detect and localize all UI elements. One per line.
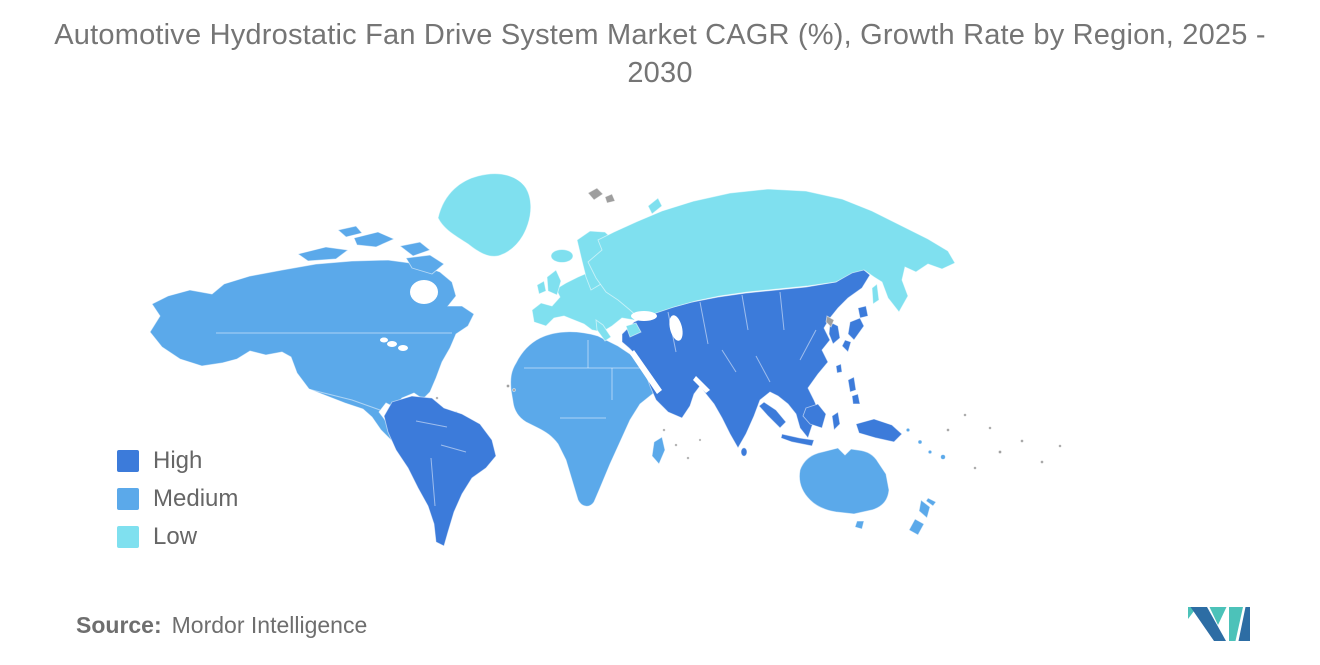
legend-label-high: High: [153, 447, 203, 474]
legend-swatch-medium: [117, 488, 139, 510]
region-tasmania: [854, 520, 865, 530]
chart-title: Automotive Hydrostatic Fan Drive System …: [0, 16, 1320, 92]
mordor-intelligence-logo: [1188, 607, 1250, 641]
region-svalbard: [587, 187, 604, 201]
legend-item-low: Low: [117, 523, 238, 550]
region-sumatra: [758, 401, 787, 429]
region-japan: [857, 305, 869, 319]
logo-blue-right-stroke: [1238, 607, 1250, 641]
region-south-korea: [828, 321, 841, 345]
region-philippines: [847, 376, 857, 393]
region-new-zealand-north: [918, 499, 931, 519]
region-iceland: [550, 249, 574, 263]
map-regions-no-data: [435, 187, 1062, 470]
region-australia: [799, 447, 890, 515]
persian-gulf: [693, 376, 710, 393]
chart-title-line1: Automotive Hydrostatic Fan Drive System …: [54, 19, 1266, 51]
region-greenland: [437, 173, 532, 257]
legend-label-medium: Medium: [153, 485, 239, 512]
logo-teal-middle-triangle: [1209, 607, 1227, 625]
region-ireland: [536, 280, 547, 295]
region-borneo: [802, 403, 827, 429]
region-russia: [587, 188, 956, 320]
region-south-america: [383, 395, 497, 547]
region-uk: [546, 269, 562, 296]
legend-swatch-high: [117, 450, 139, 472]
map-water-overlays: [380, 280, 710, 394]
region-greece: [625, 322, 642, 338]
region-sulawesi: [831, 411, 841, 431]
source-label: Source:: [76, 612, 162, 638]
legend-item-high: High: [117, 447, 238, 474]
legend-swatch-low: [117, 526, 139, 548]
logo-teal-right: [1229, 607, 1243, 641]
legend: High Medium Low: [117, 447, 239, 564]
chart-title-line2: 2030: [627, 57, 693, 89]
legend-label-low: Low: [153, 523, 198, 550]
region-new-zealand-south: [908, 518, 925, 536]
logo-blue-left-stroke: [1190, 607, 1226, 641]
map-regions-high: [383, 267, 903, 547]
region-new-caledonia: [925, 497, 937, 507]
great-lakes: [387, 341, 397, 347]
black-sea: [631, 311, 657, 321]
source-line: Source: Mordor Intelligence: [76, 612, 367, 639]
source-value: Mordor Intelligence: [171, 612, 368, 638]
region-italy: [595, 319, 612, 342]
region-north-america: [149, 259, 475, 458]
map-country-borders: [216, 291, 817, 507]
red-sea: [630, 350, 662, 394]
hudson-bay: [410, 280, 438, 304]
region-madagascar: [651, 436, 666, 465]
legend-item-medium: Medium: [117, 485, 239, 512]
region-north-korea: [825, 315, 835, 328]
region-new-guinea: [855, 418, 903, 443]
region-java: [780, 433, 815, 447]
